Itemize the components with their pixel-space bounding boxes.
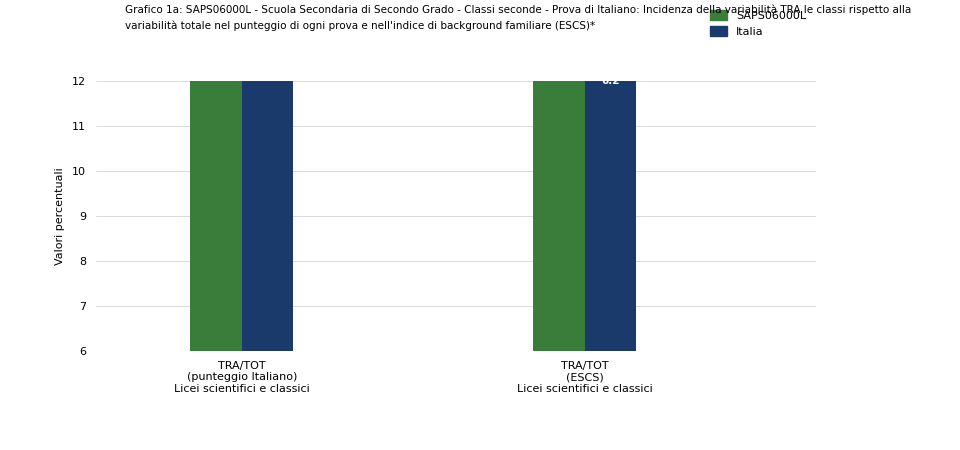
Text: variabilità totale nel punteggio di ogni prova e nell'indice di background famil: variabilità totale nel punteggio di ogni… xyxy=(125,20,595,31)
Legend: SAPS06000L, Italia: SAPS06000L, Italia xyxy=(706,5,810,41)
Text: 6.3: 6.3 xyxy=(550,71,568,81)
Text: 6.2: 6.2 xyxy=(601,76,619,86)
Bar xyxy=(585,72,636,351)
Bar xyxy=(533,68,585,351)
Bar xyxy=(242,0,293,351)
Text: Grafico 1a: SAPS06000L - Scuola Secondaria di Secondo Grado - Classi seconde - P: Grafico 1a: SAPS06000L - Scuola Secondar… xyxy=(125,4,911,15)
Y-axis label: Valori percentuali: Valori percentuali xyxy=(56,167,65,265)
Bar xyxy=(190,0,242,351)
